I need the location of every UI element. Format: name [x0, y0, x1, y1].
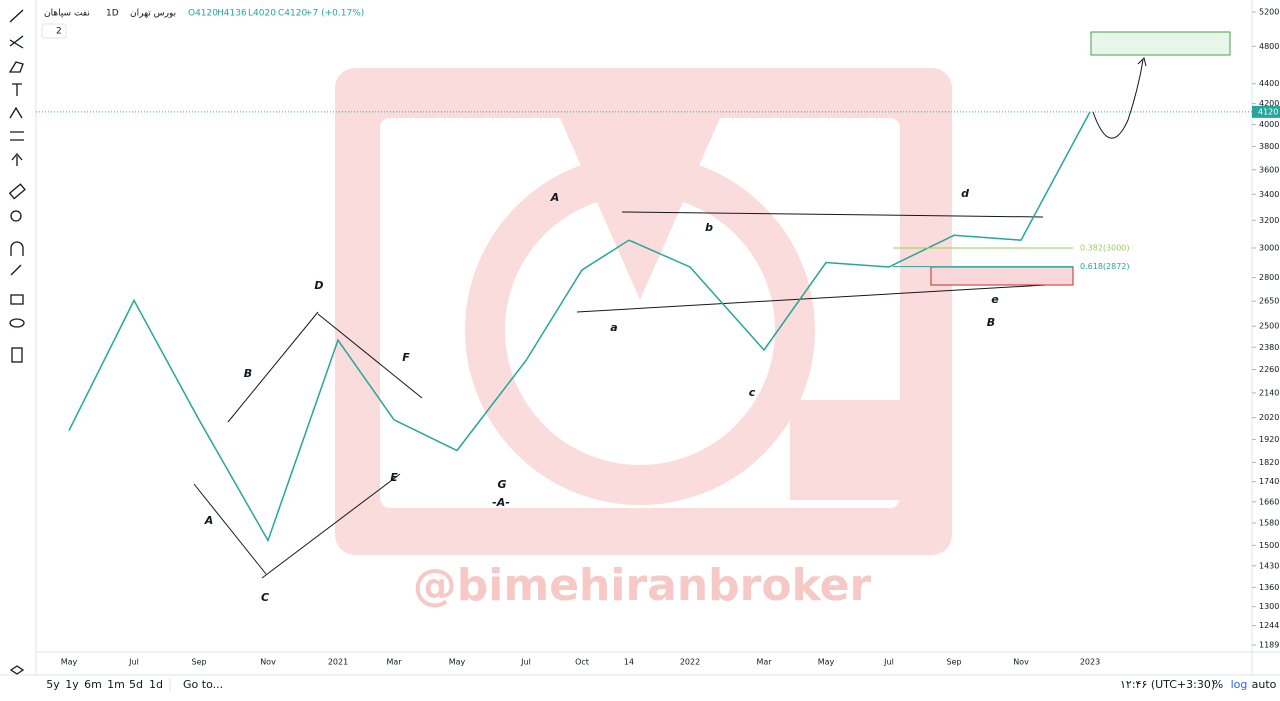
y-tick-label: 2140	[1259, 388, 1279, 397]
x-tick-label: Jul	[128, 658, 139, 667]
range-button[interactable]: 1d	[149, 678, 163, 691]
x-tick-label: Mar	[756, 658, 772, 667]
y-tick-label: 2380	[1259, 343, 1279, 352]
target-box	[1090, 31, 1231, 56]
ohlc-value: C4120	[278, 9, 307, 19]
y-tick-label: 1920	[1259, 435, 1279, 444]
y-tick-label: 4200	[1259, 99, 1279, 108]
y-tick-label: 1500	[1259, 541, 1279, 550]
y-tick-label: 1189	[1259, 641, 1279, 650]
symbol: نفت سپاهان	[44, 9, 90, 19]
x-tick-label: 14	[624, 658, 634, 667]
ohlc-value: O4120	[188, 9, 218, 19]
watermark-text: @bimehiranbroker	[413, 560, 872, 611]
wave-label: B	[987, 316, 995, 329]
y-tick-label: 4000	[1259, 120, 1279, 129]
range-button[interactable]: 5y	[46, 678, 60, 691]
range-button[interactable]: 6m	[84, 678, 102, 691]
wave-label: B	[244, 367, 252, 380]
x-tick-label: Jul	[520, 658, 531, 667]
y-tick-label: 1244	[1259, 621, 1279, 630]
scale-option[interactable]: auto	[1252, 678, 1277, 691]
x-tick-label: May	[449, 658, 466, 667]
x-tick-label: Nov	[1013, 658, 1029, 667]
y-tick-label: 1300	[1259, 602, 1279, 611]
y-tick-label: 1580	[1259, 519, 1279, 528]
y-tick-label: 3800	[1259, 142, 1279, 151]
last-price-label: 4120	[1258, 107, 1278, 116]
scale-option[interactable]: log	[1231, 678, 1248, 691]
wave-label: E	[390, 471, 398, 484]
watermark-logo	[335, 68, 952, 555]
wave-label: c	[749, 386, 756, 399]
trendlines	[193, 57, 1147, 579]
y-tick-label: 4800	[1259, 42, 1279, 51]
y-tick-label: 5200	[1259, 8, 1279, 17]
fib-label: 0.382(3000)	[1080, 243, 1130, 252]
goto-button[interactable]: Go to...	[183, 678, 223, 691]
x-tick-label: Sep	[946, 658, 961, 667]
y-tick-label: 2020	[1259, 413, 1279, 422]
y-tick-label: 1660	[1259, 497, 1279, 506]
range-button[interactable]: 1m	[107, 678, 125, 691]
ohlc-value: +7 (+0.17%)	[305, 9, 364, 19]
x-tick-label: Jul	[883, 658, 894, 667]
x-tick-label: Nov	[260, 658, 276, 667]
support-box	[930, 266, 1074, 286]
x-tick-label: May	[61, 658, 78, 667]
x-tick-label: Sep	[191, 658, 206, 667]
x-tick-label: May	[818, 658, 835, 667]
ohlc-value: L4020	[248, 9, 276, 19]
scale-option[interactable]: %	[1213, 678, 1223, 691]
studies-count[interactable]: 2	[56, 27, 62, 37]
x-tick-label: 2022	[680, 658, 700, 667]
wave-label: a	[610, 321, 617, 334]
x-tick-label: Oct	[575, 658, 589, 667]
y-tick-label: 2650	[1259, 297, 1279, 306]
y-tick-label: 1360	[1259, 583, 1279, 592]
y-tick-label: 2260	[1259, 365, 1279, 374]
x-tick-label: 2021	[328, 658, 348, 667]
last-price-tag	[1252, 105, 1280, 118]
wave-label: G	[497, 478, 506, 491]
exchange: بورس تهران	[130, 9, 176, 19]
wave-label: b	[705, 221, 713, 234]
fib-label: 0.618(2872)	[1080, 262, 1130, 271]
wave-label: A	[550, 191, 560, 204]
y-tick-label: 3600	[1259, 165, 1279, 174]
y-tick-label: 1740	[1259, 477, 1279, 486]
range-button[interactable]: 1y	[65, 678, 79, 691]
x-tick-label: Mar	[386, 658, 402, 667]
x-tick-label: 2023	[1080, 658, 1100, 667]
y-tick-label: 1820	[1259, 458, 1279, 467]
y-tick-label: 4400	[1259, 79, 1279, 88]
wave-label: A	[204, 514, 214, 527]
interval: 1D	[106, 9, 119, 19]
y-tick-label: 2800	[1259, 273, 1279, 282]
y-tick-label: 3400	[1259, 190, 1279, 199]
drawing-toolbar[interactable]	[8, 9, 26, 675]
wave-label: C	[261, 591, 269, 604]
range-button[interactable]: 5d	[129, 678, 143, 691]
y-tick-label: 2500	[1259, 322, 1279, 331]
wave-label: e	[991, 293, 999, 306]
price-line	[68, 111, 1091, 543]
wave-label: -A-	[492, 496, 510, 509]
y-tick-label: 3000	[1259, 243, 1279, 252]
wave-label: d	[961, 187, 969, 200]
ohlc-value: H4136	[217, 9, 247, 19]
clock: ۱۲:۴۶ (UTC+3:30)	[1120, 678, 1215, 691]
wave-label: F	[402, 351, 410, 364]
y-tick-label: 1430	[1259, 561, 1279, 570]
wave-label: D	[314, 279, 323, 292]
studies-toggle[interactable]	[41, 23, 67, 39]
y-tick-label: 3200	[1259, 216, 1279, 225]
